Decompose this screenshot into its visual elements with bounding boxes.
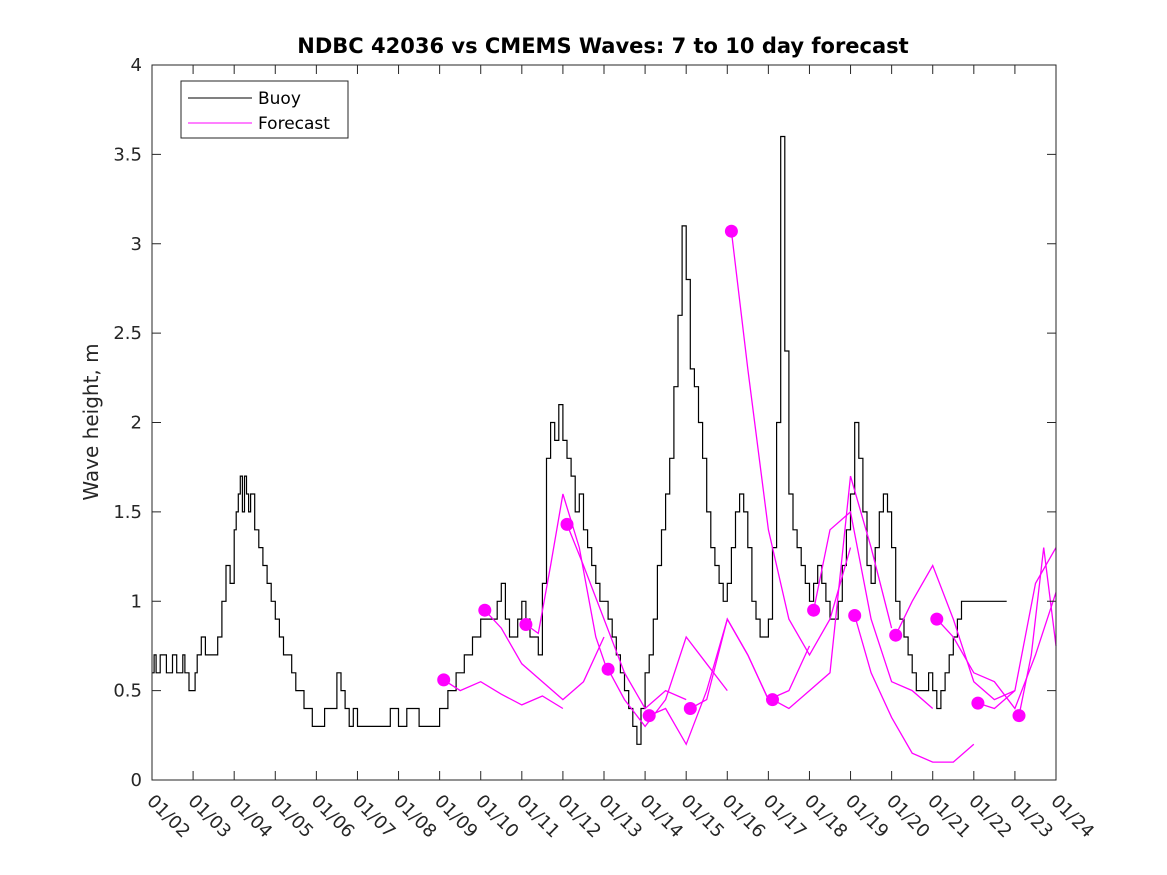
forecast-marker-11: [848, 609, 862, 622]
forecast-marker-4: [560, 517, 574, 531]
x-tick-label: 01/12: [553, 791, 605, 843]
y-tick-label: 2: [131, 413, 142, 434]
forecast-marker-8: [724, 224, 738, 238]
forecast-marker-10: [807, 603, 821, 617]
legend-forecast-label: Forecast: [258, 114, 330, 134]
x-tick-label: 01/16: [718, 791, 770, 843]
x-tick-label: 01/10: [471, 791, 523, 843]
forecast-marker-14: [971, 696, 985, 710]
chart-title: NDBC 42036 vs CMEMS Waves: 7 to 10 day f…: [297, 34, 908, 58]
forecast-line-11: [854, 615, 975, 763]
x-tick-label: 01/22: [964, 791, 1016, 843]
y-tick-label: 1: [131, 591, 142, 612]
forecast-line-15: [1018, 547, 1057, 716]
forecast-marker-7: [683, 702, 697, 715]
forecast-line-5: [607, 635, 728, 728]
forecast-line-14: [977, 547, 1057, 710]
y-tick-label: 2.5: [113, 323, 142, 344]
forecast-line-1: [443, 679, 564, 710]
x-tick-label: 01/04: [225, 791, 277, 843]
x-tick-label: 01/09: [430, 791, 482, 843]
series-layer: [152, 135, 1057, 763]
legend-box: [180, 80, 349, 139]
x-tick-label: 01/21: [923, 791, 975, 843]
legend: Buoy Forecast: [180, 80, 349, 139]
forecast-line-12: [895, 563, 1016, 701]
x-tick-label: 01/20: [882, 791, 934, 843]
x-tick-label: 01/23: [1005, 791, 1057, 843]
forecast-marker-15: [1012, 709, 1026, 723]
buoy-series-line: [152, 135, 1007, 745]
y-tick-label: 1.5: [113, 502, 142, 523]
forecast-line-10: [812, 510, 934, 709]
y-axis-label: Wave height, m: [79, 343, 103, 500]
x-tick-label: 01/03: [184, 791, 236, 843]
forecast-line-7: [689, 617, 811, 710]
forecast-line-9: [772, 475, 893, 710]
y-tick-label: 0: [131, 770, 142, 791]
forecast-marker-6: [642, 709, 656, 723]
x-tick-label: 01/17: [759, 791, 811, 843]
forecast-line-8: [730, 231, 852, 657]
forecast-marker-2: [478, 603, 492, 617]
forecast-marker-5: [601, 662, 615, 676]
forecast-marker-12: [889, 628, 903, 642]
x-tick-label: 01/13: [594, 791, 646, 843]
forecast-marker-1: [437, 673, 451, 687]
x-tick-label: 01/24: [1046, 791, 1098, 843]
y-tick-label: 3.5: [113, 144, 142, 165]
x-tick-label: 01/02: [142, 791, 194, 843]
y-tick-label: 4: [131, 55, 142, 76]
x-tick-label: 01/14: [636, 791, 688, 843]
x-tick-label: 01/18: [800, 791, 852, 843]
x-tick-label: 01/11: [512, 791, 564, 843]
forecast-marker-3: [519, 618, 533, 631]
x-tick-label: 01/08: [389, 791, 441, 843]
forecast-marker-13: [930, 612, 944, 626]
forecast-line-2: [484, 609, 605, 701]
forecast-line-4: [566, 524, 687, 710]
legend-buoy-label: Buoy: [258, 89, 301, 109]
x-tick-label: 01/06: [307, 791, 359, 843]
forecast-line-13: [936, 592, 1057, 710]
x-tick-label: 01/07: [348, 791, 400, 843]
x-tick-label: 01/05: [266, 791, 318, 843]
x-tick-label: 01/19: [841, 791, 893, 843]
y-tick-label: 3: [131, 234, 142, 255]
y-tick-label: 0.5: [113, 681, 142, 702]
forecast-marker-9: [766, 693, 779, 707]
x-tick-label: 01/15: [677, 791, 729, 843]
forecast-line-3: [525, 493, 609, 674]
